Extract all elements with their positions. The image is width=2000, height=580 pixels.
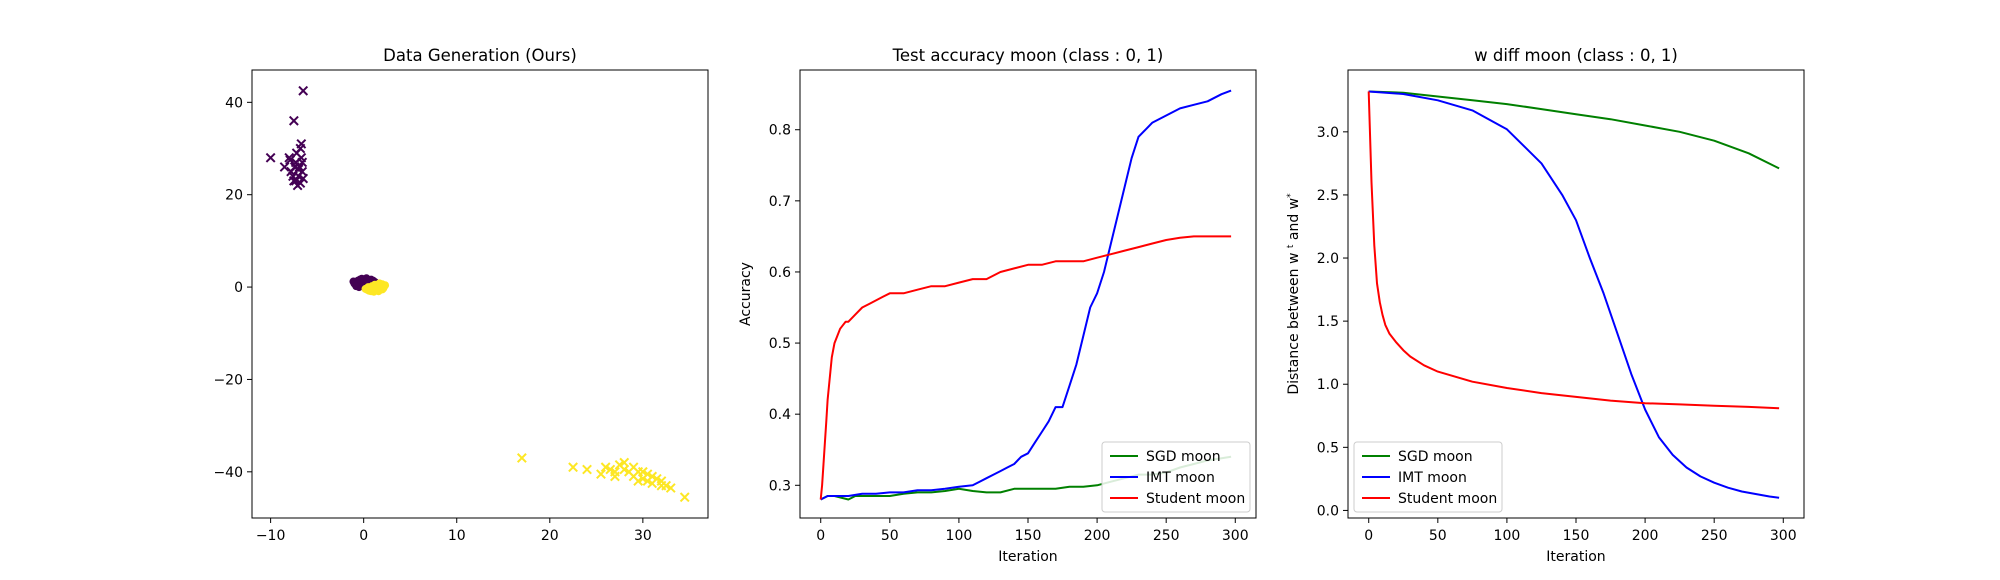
scatter-point [610,471,620,482]
y-tick-label: 0.3 [769,478,791,494]
x-tick-label: 100 [946,528,973,544]
y-tick-label: 1.5 [1317,314,1339,330]
y-tick-label: 1.0 [1317,377,1339,393]
chart-panel-2: 0 50 100 150 200 250 300 0.3 0.4 0.5 0.6 0.7 0.8 Test… [738,46,1257,565]
scatter-point [290,175,301,186]
scatter-point [628,462,639,473]
y-tick-label: −20 [213,372,243,388]
scatter-point [596,469,606,480]
x-tick-label: 300 [1222,528,1249,544]
data-layer [1367,90,1780,499]
y-tick-label: 0.8 [769,123,791,139]
legend-label: IMT moon [1146,470,1215,486]
x-tick-label: 50 [1429,528,1447,544]
y-axis-label: Distance between w t and w* [1286,193,1302,395]
axes-frame [251,69,709,519]
x-tick-label: 0 [1364,528,1373,544]
scatter-point [516,453,527,463]
scatter-point [372,284,381,293]
x-tick-label: 250 [1701,528,1728,544]
y-tick-label: 2.0 [1317,251,1339,267]
scatter-point [285,155,296,165]
x-tick-label: 30 [634,528,652,544]
data-layer [265,85,690,503]
scatter-point [642,469,653,480]
scatter-point [295,143,306,154]
legend-label: Student moon [1398,491,1497,507]
x-axis-label: Iteration [998,549,1057,565]
y-tick-label: 0.0 [1317,503,1339,519]
series-line-student-moon [1367,91,1780,410]
scatter-point [355,275,364,284]
y-tick-label: 0.7 [769,194,791,210]
x-tick-label: −10 [256,528,286,544]
x-tick-label: 150 [1563,528,1590,544]
chart-panel-3: 0 50 100 150 200 250 300 0.0 0.5 1.0 1.5 2.0 2.5 3.0 w… [1286,46,1805,565]
scatter-point [679,492,690,503]
scatter-point [582,464,592,475]
x-tick-label: 50 [881,528,899,544]
x-tick-label: 10 [448,528,466,544]
plot-area [252,70,708,518]
x-tick-label: 0 [359,528,368,544]
scatter-point [298,173,309,184]
scatter-point [568,462,578,473]
chart-title: Test accuracy moon (class : 0, 1) [892,46,1164,65]
y-tick-label: 0.5 [769,336,791,352]
x-tick-label: 0 [816,528,825,544]
x-tick-label: 150 [1015,528,1042,544]
y-tick-label: 0.5 [1317,440,1339,456]
scatter-point [605,464,616,475]
y-tick-label: 0.6 [769,265,791,281]
y-tick-label: 40 [225,95,243,111]
x-tick-label: 20 [541,528,559,544]
x-axis-label: Iteration [1546,549,1605,565]
legend: SGD moon IMT moon Student moon [1353,441,1503,513]
scatter-point [297,157,308,168]
series-line-sgd-moon [1368,90,1780,170]
legend-label: SGD moon [1398,449,1473,465]
series-line-imt-moon [820,89,1232,501]
scatter-point [265,152,276,163]
series-line-imt-moon [1368,90,1780,499]
x-tick-label: 300 [1770,528,1797,544]
x-tick-label: 200 [1084,528,1111,544]
x-tick-label: 200 [1632,528,1659,544]
scatter-point [379,284,388,293]
scatter-point [656,476,667,486]
chart-title: Data Generation (Ours) [383,46,577,65]
y-tick-label: 20 [225,188,243,204]
legend-label: Student moon [1146,491,1245,507]
legend-box [1101,441,1251,513]
scatter-point [619,457,630,468]
y-axis-label: Accuracy [738,262,754,326]
y-tick-label: 3.0 [1317,125,1339,141]
x-tick-label: 100 [1494,528,1521,544]
chart-title: w diff moon (class : 0, 1) [1474,46,1678,65]
scatter-point [665,483,676,493]
y-tick-label: 0 [234,280,243,296]
series-line-student-moon [819,235,1232,500]
scatter-point [293,164,304,175]
scatter-point [633,476,644,486]
scatter-point [298,85,309,96]
y-tick-label: 2.5 [1317,188,1339,204]
y-tick-label: −40 [213,465,243,481]
legend-box [1353,441,1503,513]
scatter-point [288,115,299,126]
legend-label: IMT moon [1398,470,1467,486]
y-tick-label: 0.4 [769,407,791,423]
chart-panel-1: −10 0 10 20 30 −40 −20 0 20 40 Data Generation (Ou… [213,46,709,544]
legend: SGD moon IMT moon Student moon [1101,441,1251,513]
legend-label: SGD moon [1146,449,1221,465]
x-tick-label: 250 [1153,528,1180,544]
